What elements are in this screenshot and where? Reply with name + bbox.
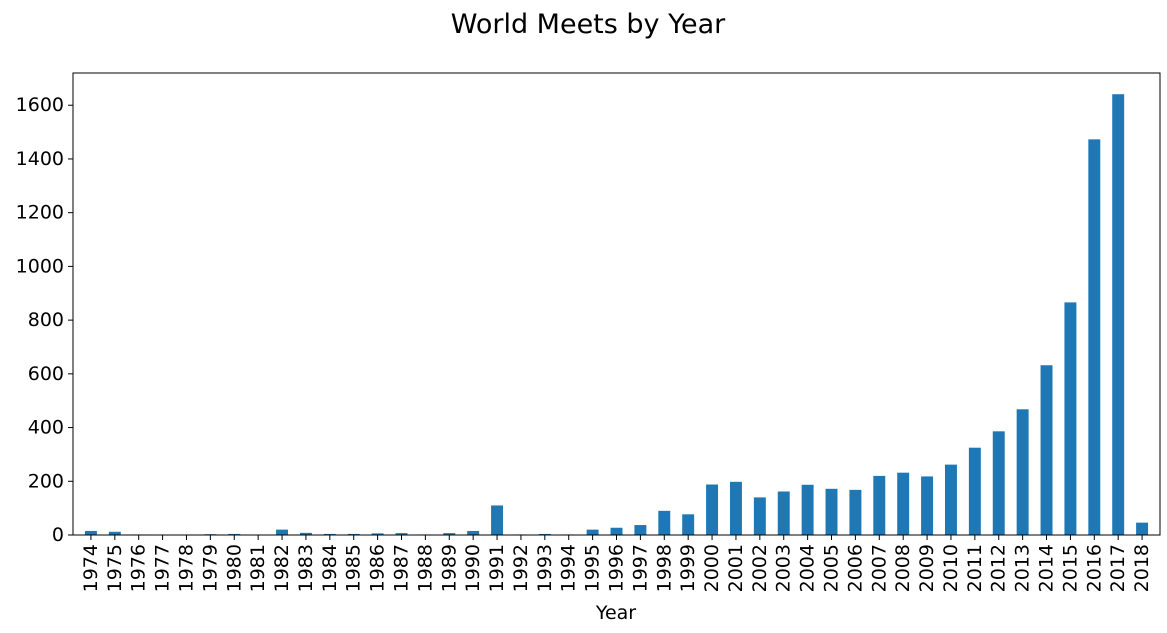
x-tick-label-1978: 1978 [175,544,197,592]
bars-layer [84,94,1149,535]
y-tick-label-200: 200 [28,470,64,492]
bar-1997 [634,525,647,535]
bar-2012 [992,431,1005,535]
y-tick-label-1600: 1600 [16,94,64,116]
x-tick-label-1986: 1986 [367,544,389,592]
x-tick-label-1981: 1981 [247,544,269,592]
bar-2006 [849,489,862,535]
x-tick-label-2007: 2007 [868,544,890,592]
x-tick-label-2004: 2004 [797,544,819,592]
bar-1974 [84,530,97,535]
bar-1983 [299,532,312,535]
bar-1985 [347,533,360,535]
x-tick-label-1974: 1974 [80,544,102,592]
y-tick-label-400: 400 [28,417,64,439]
plot-frame [72,72,1161,536]
x-tick-label-2015: 2015 [1059,544,1081,592]
bar-2005 [825,488,838,535]
x-tick-label-2001: 2001 [725,544,747,592]
x-tick-label-1982: 1982 [271,544,293,592]
y-tick-label-0: 0 [52,524,64,546]
x-axis-label: Year [595,602,636,624]
y-tick-label-800: 800 [28,309,64,331]
x-tick-label-1994: 1994 [558,544,580,592]
bar-2013 [1016,409,1029,535]
bar-1990 [467,530,480,535]
bar-1982 [276,529,289,535]
bar-1993 [538,533,551,535]
bar-1999 [682,514,695,535]
x-tick-label-1999: 1999 [677,544,699,592]
x-tick-label-2006: 2006 [844,544,866,592]
x-tick-label-1995: 1995 [582,544,604,592]
x-tick-label-2013: 2013 [1012,544,1034,592]
bar-2003 [777,491,790,535]
y-tick-label-1000: 1000 [16,255,64,277]
bar-1986 [371,533,384,535]
x-axis: 1974 1975 1976 1977 1978 1979 1980 1981 1982 1983… [80,535,1153,592]
x-tick-label-2002: 2002 [749,544,771,592]
bar-2007 [873,475,886,535]
bar-2011 [968,447,981,535]
x-tick-label-2005: 2005 [821,544,843,592]
x-tick-label-2009: 2009 [916,544,938,592]
bar-1975 [108,531,121,535]
bar-2000 [706,484,719,535]
y-axis: 0 200 400 600 800 1000 1200 1400 1600 [16,94,73,546]
bar-2016 [1088,139,1101,535]
x-tick-label-2018: 2018 [1131,544,1153,592]
x-tick-label-1996: 1996 [606,544,628,592]
bar-1984 [323,533,336,535]
x-tick-label-1983: 1983 [295,544,317,592]
bar-2017 [1112,94,1125,535]
x-tick-label-2016: 2016 [1083,544,1105,592]
x-tick-label-2014: 2014 [1036,544,1058,592]
x-tick-label-1977: 1977 [152,544,174,592]
bar-2004 [801,484,814,535]
bar-1987 [395,533,408,535]
x-tick-label-1998: 1998 [653,544,675,592]
bar-2014 [1040,365,1053,535]
x-tick-label-1979: 1979 [199,544,221,592]
x-tick-label-1975: 1975 [104,544,126,592]
chart-title: World Meets by Year [451,9,726,40]
bar-2009 [921,476,934,535]
y-tick-label-1400: 1400 [16,148,64,170]
bar-2008 [897,472,910,535]
bar-1995 [586,529,599,535]
x-tick-label-1992: 1992 [510,544,532,592]
bar-1989 [443,533,456,535]
x-tick-label-1985: 1985 [343,544,365,592]
bar-1980 [228,533,241,535]
x-tick-label-2003: 2003 [773,544,795,592]
x-tick-label-2008: 2008 [892,544,914,592]
bar-2018 [1136,522,1149,535]
x-tick-label-1989: 1989 [438,544,460,592]
x-tick-label-1991: 1991 [486,544,508,592]
y-tick-label-1200: 1200 [16,202,64,224]
x-tick-label-1993: 1993 [534,544,556,592]
x-tick-label-1990: 1990 [462,544,484,592]
bar-2010 [944,464,957,535]
bar-1991 [491,505,504,535]
bar-1996 [610,527,623,535]
x-tick-label-1980: 1980 [223,544,245,592]
bar-2001 [729,481,742,535]
bar-2015 [1064,302,1077,535]
x-tick-label-1976: 1976 [128,544,150,592]
y-tick-label-600: 600 [28,363,64,385]
x-tick-label-2017: 2017 [1107,544,1129,592]
x-tick-label-1997: 1997 [629,544,651,592]
x-tick-label-2011: 2011 [964,544,986,592]
x-tick-label-1984: 1984 [319,544,341,592]
x-tick-label-1987: 1987 [390,544,412,592]
x-tick-label-1988: 1988 [414,544,436,592]
x-tick-label-2000: 2000 [701,544,723,592]
bar-1998 [658,510,671,535]
bar-2002 [753,497,766,535]
x-tick-label-2010: 2010 [940,544,962,592]
x-tick-label-2012: 2012 [988,544,1010,592]
